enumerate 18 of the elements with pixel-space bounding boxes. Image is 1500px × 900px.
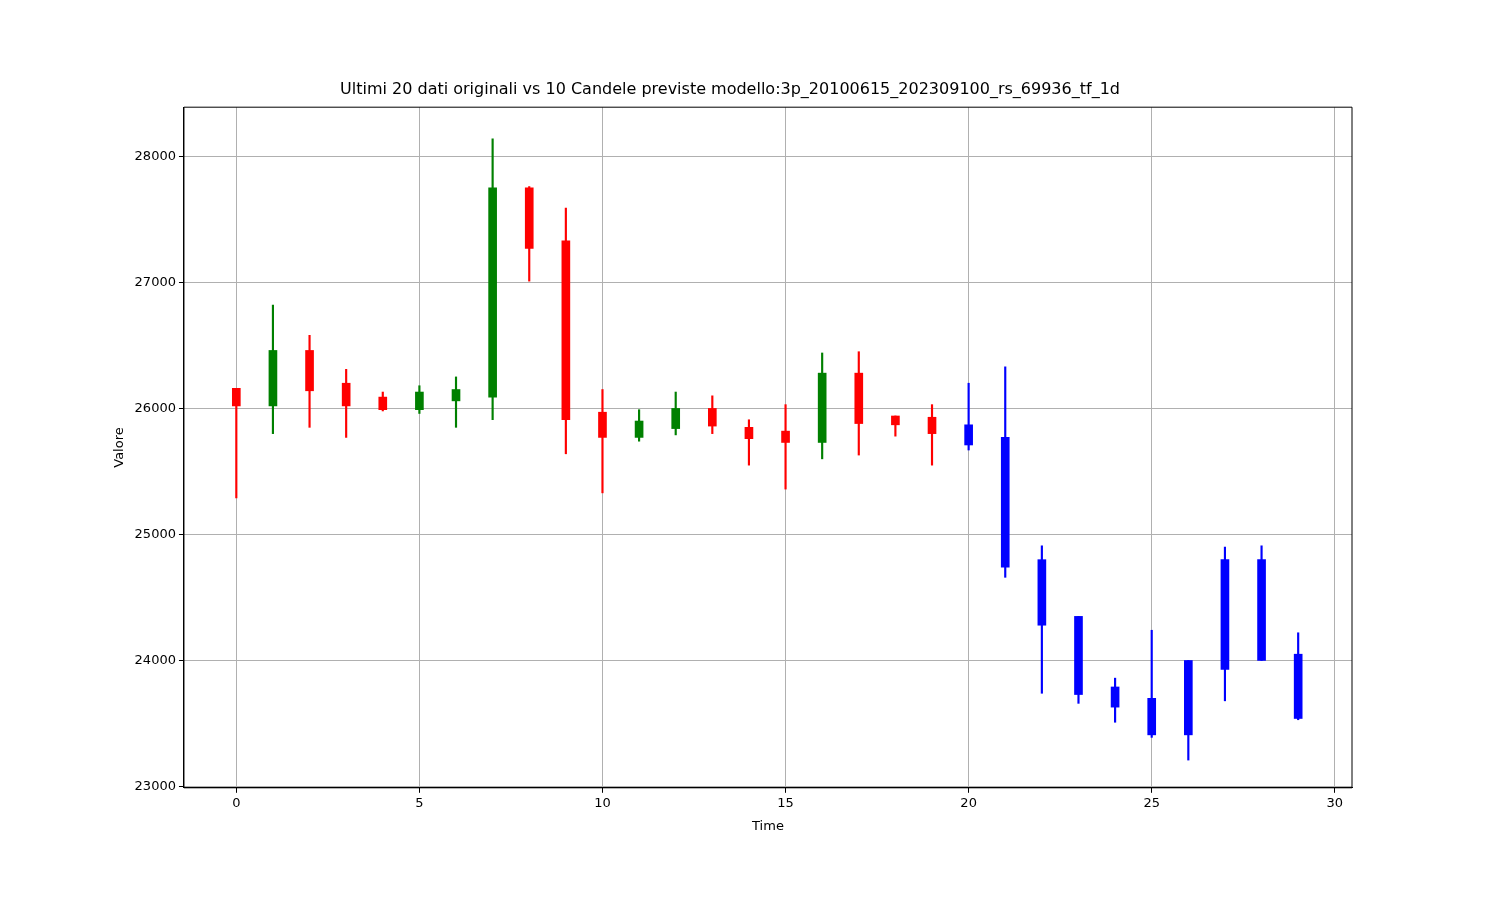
x-axis-title: Time xyxy=(751,817,784,833)
y-axis-title: Valore xyxy=(111,427,127,468)
y-tick-label: 23000 xyxy=(134,777,176,793)
y-tick-label: 24000 xyxy=(134,651,176,667)
x-tick-label: 10 xyxy=(594,794,611,810)
x-tick-label: 15 xyxy=(777,794,794,810)
x-tick-label: 25 xyxy=(1143,794,1160,810)
x-tick-label: 5 xyxy=(415,794,424,810)
candlestick xyxy=(781,404,790,490)
y-tick-label: 27000 xyxy=(134,273,176,289)
chart-title: Ultimi 20 dati originali vs 10 Candele previste modello:3p_20100615_202309100_rs_69936_tf_1d xyxy=(340,78,1120,99)
candlestick xyxy=(598,389,607,494)
x-tick-label: 0 xyxy=(232,794,241,810)
x-tick-label: 20 xyxy=(960,794,977,810)
y-tick-label: 26000 xyxy=(134,399,176,415)
x-tick-label: 30 xyxy=(1326,794,1344,810)
y-tick-label: 25000 xyxy=(134,525,176,541)
y-tick-label: 28000 xyxy=(134,147,176,163)
